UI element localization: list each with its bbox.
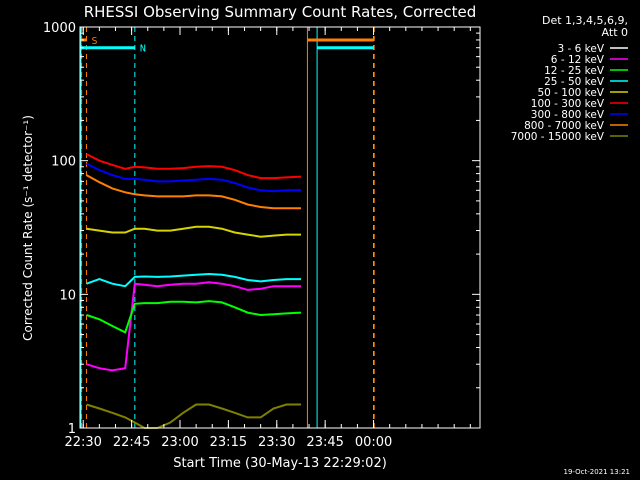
series-line-6	[86, 162, 301, 193]
chart-title: RHESSI Observing Summary Count Rates, Co…	[84, 3, 477, 21]
y-tick-label-2: 100	[51, 155, 76, 170]
series-line-3	[86, 272, 301, 288]
x-tick-label-0: 22:30	[64, 435, 101, 450]
axes: 1 10 100 1000 22:30 22:45 23:00 23:15 23:30 23:45…	[43, 21, 481, 450]
x-tick-label-6: 00:00	[355, 435, 392, 450]
x-tick-label-4: 23:30	[258, 435, 295, 450]
series-line-4	[86, 225, 301, 238]
plot-frame	[79, 26, 481, 429]
series-line-1	[86, 281, 301, 372]
series-line-0	[86, 333, 301, 379]
legend-label-0: 3 - 6 keV	[557, 43, 604, 55]
plot-area: SN	[80, 27, 375, 429]
legend-label-8: 7000 - 15000 keV	[511, 131, 605, 143]
x-axis-label: Start Time (30-May-13 22:29:02)	[173, 456, 387, 471]
legend-label-4: 50 - 100 keV	[537, 87, 604, 99]
y-tick-label-3: 1000	[43, 21, 76, 36]
legend-header-0: Det 1,3,4,5,6,9,	[542, 14, 628, 27]
legend-label-6: 300 - 800 keV	[531, 109, 605, 121]
state-band-label-1: N	[140, 44, 146, 55]
y-tick-label-0: 1	[68, 422, 76, 437]
x-tick-label-2: 23:00	[161, 435, 198, 450]
series-line-5	[86, 153, 302, 180]
state-band-label-0: S	[91, 36, 97, 47]
legend-label-5: 100 - 300 keV	[531, 98, 605, 110]
y-tick-label-1: 10	[59, 288, 76, 303]
x-tick-label-1: 22:45	[113, 435, 150, 450]
series-line-8	[86, 403, 301, 429]
legend-label-1: 6 - 12 keV	[551, 54, 605, 66]
legend-label-2: 12 - 25 keV	[544, 65, 605, 77]
legend-label-7: 800 - 7000 keV	[524, 120, 605, 132]
y-axis-label: Corrected Count Rate (s⁻¹ detector⁻¹)	[21, 115, 35, 341]
x-tick-label-3: 23:15	[210, 435, 247, 450]
footer-date: 19-Oct-2021 13:21	[564, 468, 630, 476]
legend-header-1: Att 0	[602, 26, 628, 39]
legend-label-3: 25 - 50 keV	[544, 76, 605, 88]
series-line-7	[86, 174, 301, 210]
series-line-2	[86, 300, 302, 334]
x-tick-label-5: 23:45	[306, 435, 343, 450]
